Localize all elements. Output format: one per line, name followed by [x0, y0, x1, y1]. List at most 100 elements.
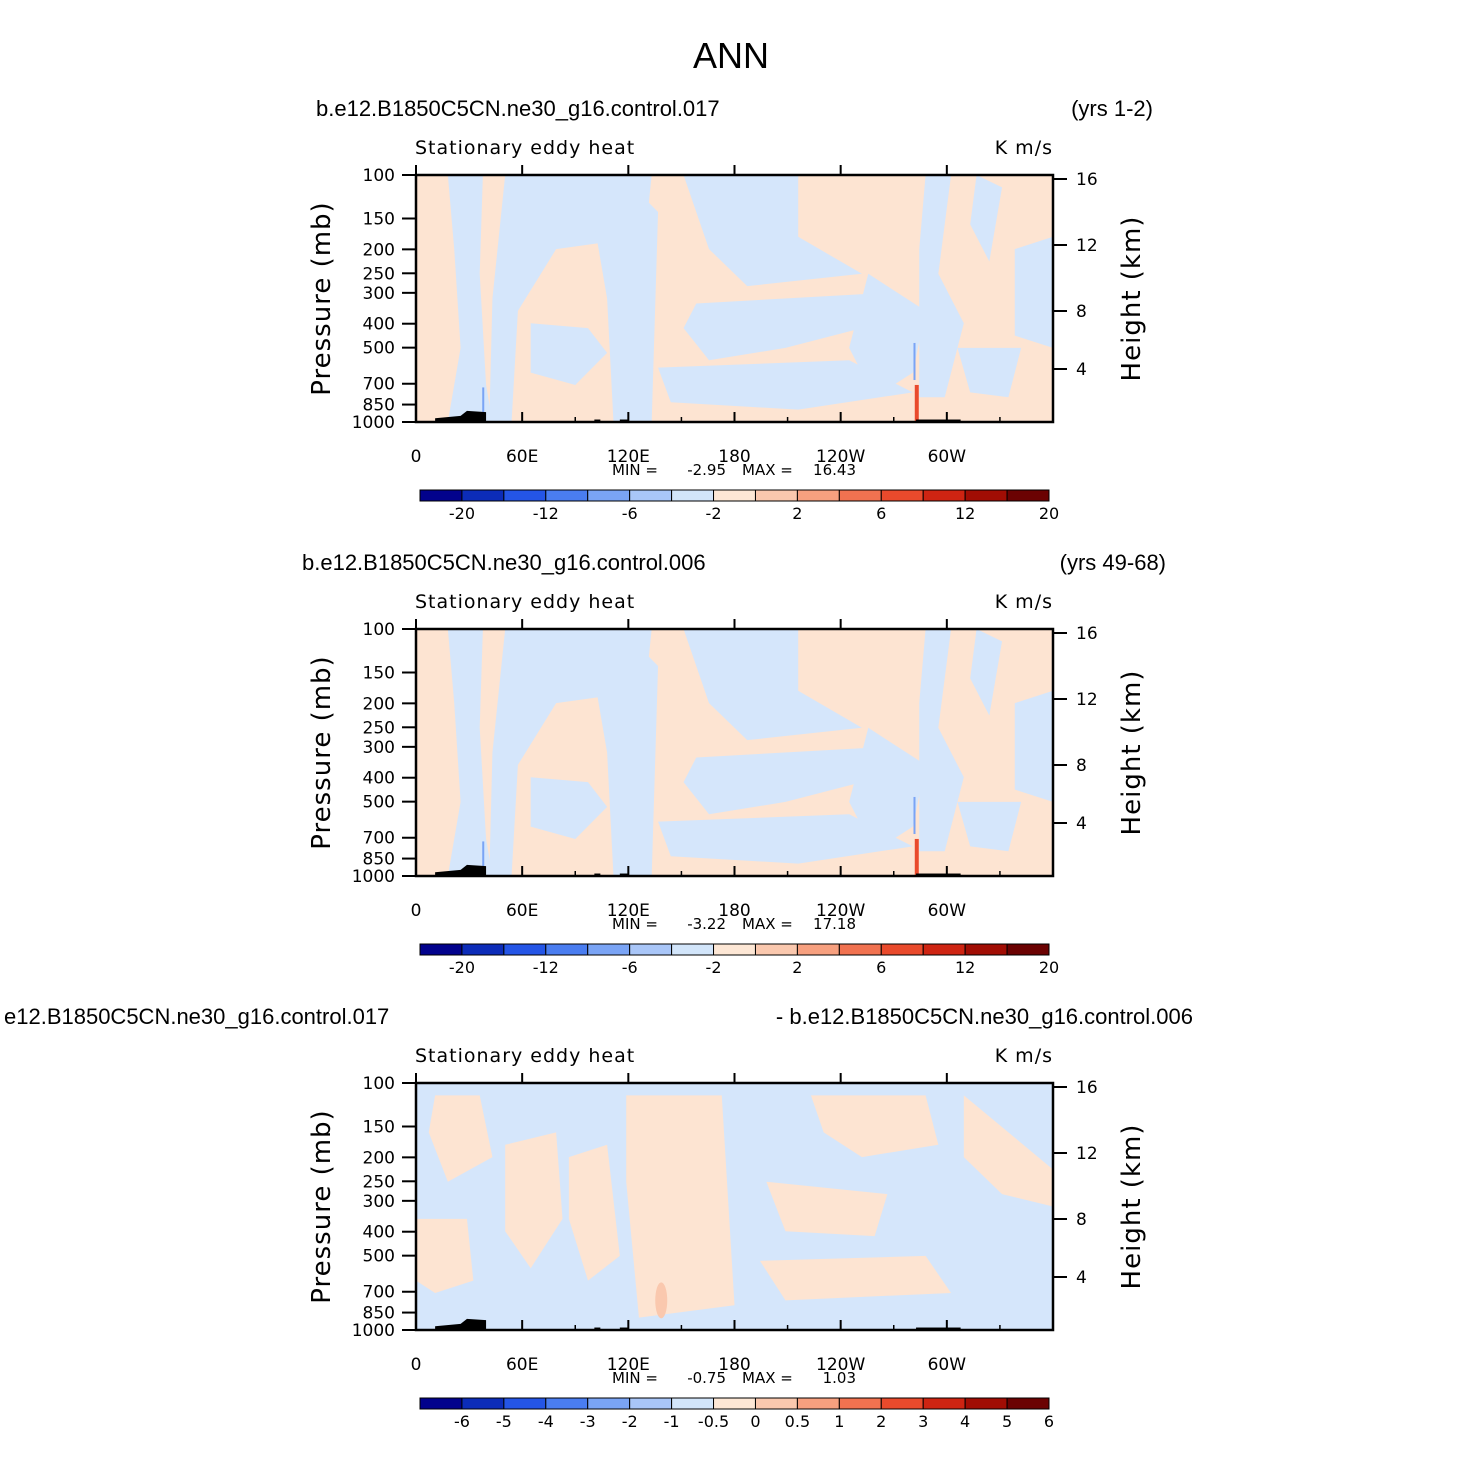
y-tick-label: 200 — [363, 1148, 395, 1168]
colorbar-label: 1 — [834, 1412, 844, 1431]
region-positive — [626, 1095, 735, 1318]
colorbar-label: -6 — [622, 958, 638, 977]
x-tick-label: 60W — [928, 1355, 967, 1375]
colorbar-box — [713, 489, 756, 502]
region-positive-moderate — [655, 1282, 668, 1319]
y-tick-label: 1000 — [352, 1321, 395, 1341]
colorbar-label: 2 — [792, 504, 802, 523]
region-negative-strong — [482, 841, 485, 867]
y-tick-label: 100 — [363, 166, 395, 186]
region-negative — [957, 801, 1022, 852]
region-negative — [849, 727, 926, 852]
contour-field — [416, 1083, 1053, 1330]
units-label: K m/s — [995, 1045, 1053, 1067]
x-tick-label: 180 — [718, 1355, 750, 1375]
region-negative-strong — [913, 342, 916, 381]
height-tick-label: 16 — [1076, 170, 1098, 190]
colorbar-label: 12 — [955, 504, 975, 523]
y-tick-label: 150 — [363, 1117, 395, 1137]
region-negative — [530, 777, 608, 839]
colorbar-box — [671, 943, 715, 956]
y-tick-label: 850 — [363, 396, 395, 416]
colorbar-box — [964, 489, 1008, 502]
colorbar-box — [545, 943, 589, 956]
region-positive-strong — [914, 384, 919, 422]
panel-2: b.e12.B1850C5CN.ne30_g16.control.006 (yrs… — [302, 550, 1166, 977]
region-negative — [919, 175, 964, 398]
y-tick-label: 250 — [363, 718, 395, 738]
max-value: 16.43 — [813, 461, 856, 479]
colorbar-label: 20 — [1039, 958, 1059, 977]
x-tick-label: 0 — [411, 447, 422, 467]
colorbar-box — [545, 1397, 589, 1410]
y-tick-label: 300 — [363, 738, 395, 758]
colorbar-box — [419, 1397, 463, 1410]
panel-1: b.e12.B1850C5CN.ne30_g16.control.017 (yrs… — [307, 96, 1153, 523]
colorbar-box — [461, 943, 505, 956]
y-tick-label: 400 — [363, 1223, 395, 1243]
colorbar-box — [713, 1397, 756, 1410]
colorbar-box — [1006, 489, 1050, 502]
x-tick-label: 60E — [506, 447, 538, 467]
min-value: -2.95 — [687, 461, 726, 479]
y-tick-label: 850 — [363, 1304, 395, 1324]
case-title: e12.B1850C5CN.ne30_g16.control.017 — [4, 1004, 389, 1029]
colorbar-box — [713, 943, 756, 956]
years-label: (yrs 1-2) — [1071, 96, 1153, 121]
min-label: MIN = — [612, 461, 658, 479]
region-negative — [587, 633, 659, 876]
colorbar-label: 3 — [918, 1412, 928, 1431]
y-tick-label: 700 — [363, 375, 395, 395]
y-tick-label: 250 — [363, 264, 395, 284]
region-negative — [530, 323, 608, 385]
height-tick-label: 12 — [1076, 236, 1098, 256]
case-title: b.e12.B1850C5CN.ne30_g16.control.006 — [302, 550, 706, 575]
x-tick-label: 60E — [506, 1355, 538, 1375]
colorbar-label: -6 — [454, 1412, 470, 1431]
y-tick-label: 100 — [363, 620, 395, 640]
x-tick-label: 180 — [718, 447, 750, 467]
region-negative — [970, 175, 1003, 262]
x-tick-label: 60W — [928, 901, 967, 921]
colorbar-label: -2 — [622, 1412, 638, 1431]
region-positive — [568, 1144, 620, 1281]
region-negative — [683, 629, 862, 741]
region-positive — [416, 1218, 474, 1293]
colorbar-box — [587, 943, 631, 956]
region-positive — [963, 1095, 1053, 1207]
x-tick-label: 0 — [411, 901, 422, 921]
min-value: -0.75 — [687, 1369, 726, 1387]
colorbar-label: 6 — [876, 958, 886, 977]
region-positive — [759, 1255, 952, 1301]
colorbar-label: 0 — [750, 1412, 760, 1431]
colorbar-box — [629, 943, 673, 956]
region-positive — [810, 1095, 939, 1158]
x-tick-label: 60W — [928, 447, 967, 467]
colorbar-label: -20 — [449, 504, 475, 523]
colorbar-label: -3 — [580, 1412, 596, 1431]
colorbar-label: 6 — [1044, 1412, 1054, 1431]
region-negative — [658, 360, 913, 410]
region-negative — [970, 629, 1003, 716]
colorbar-box — [796, 943, 840, 956]
y-tick-label: 400 — [363, 769, 395, 789]
y-tick-label: 150 — [363, 209, 395, 229]
y-tick-label: 250 — [363, 1172, 395, 1192]
min-label: MIN = — [612, 915, 658, 933]
panel-3: e12.B1850C5CN.ne30_g16.control.017 - b.e1… — [4, 1004, 1193, 1431]
height-tick-label: 8 — [1076, 756, 1087, 776]
colorbar-box — [629, 1397, 673, 1410]
terrain — [435, 1318, 487, 1330]
contour-field — [416, 175, 1053, 422]
colorbar-label: -20 — [449, 958, 475, 977]
height-tick-label: 4 — [1076, 814, 1087, 834]
colorbar-label: 4 — [960, 1412, 970, 1431]
colorbar-label: 20 — [1039, 504, 1059, 523]
x-tick-label: 120W — [816, 1355, 865, 1375]
region-negative — [1014, 236, 1053, 348]
height-tick-label: 16 — [1076, 1078, 1098, 1098]
colorbar-box — [754, 489, 798, 502]
height-tick-label: 4 — [1076, 1268, 1087, 1288]
y-axis-label: Pressure (mb) — [307, 201, 337, 395]
region-negative — [658, 814, 913, 864]
